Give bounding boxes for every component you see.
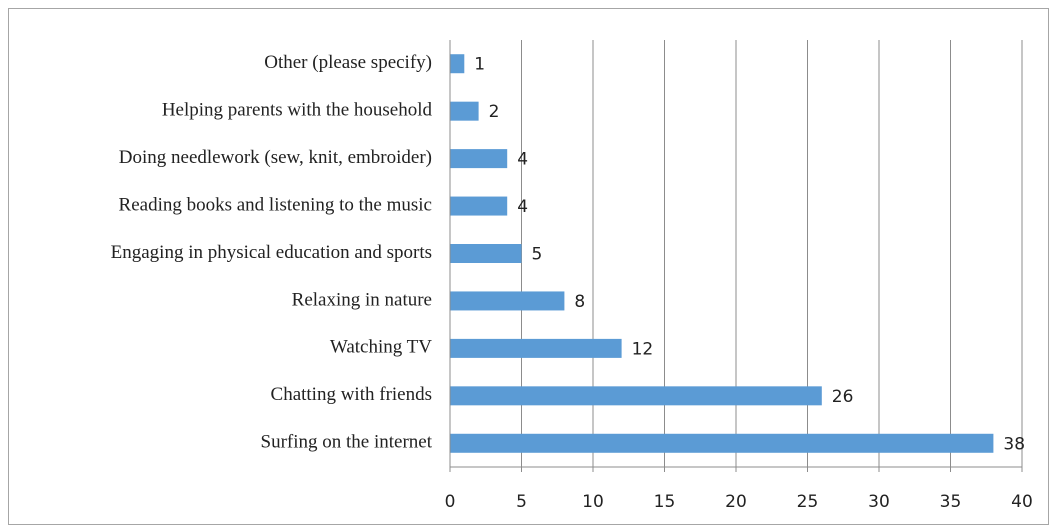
y-tick-label: Watching TV: [330, 337, 432, 358]
y-tick-label: Chatting with friends: [271, 384, 432, 405]
x-tick-label: 15: [654, 492, 676, 512]
y-tick-label: Doing needlework (sew, knit, embroider): [119, 147, 432, 168]
bar: [450, 386, 822, 406]
x-tick-label: 35: [940, 492, 962, 512]
data-label: 4: [517, 197, 528, 217]
x-tick-label: 10: [582, 492, 604, 512]
y-tick-label: Reading books and listening to the music: [119, 194, 432, 215]
bar: [450, 101, 479, 121]
data-label: 26: [832, 387, 854, 407]
data-label: 8: [574, 292, 585, 312]
x-tick-label: 0: [445, 492, 456, 512]
x-tick-label: 30: [868, 492, 890, 512]
y-tick-label: Other (please specify): [264, 52, 432, 73]
x-tick-label: 40: [1011, 492, 1033, 512]
x-tick-label: 25: [797, 492, 819, 512]
data-label: 2: [489, 102, 500, 122]
data-label: 12: [632, 339, 654, 359]
data-label: 38: [1003, 434, 1025, 454]
bar: [450, 149, 508, 169]
bar: [450, 244, 522, 263]
data-label: 5: [532, 245, 543, 265]
data-label: 1: [474, 55, 485, 75]
y-tick-label: Surfing on the internet: [261, 432, 433, 453]
bar: [450, 291, 565, 311]
bar: [450, 54, 465, 74]
bar: [450, 338, 622, 358]
data-label: 4: [517, 150, 528, 170]
y-tick-label: Helping parents with the household: [162, 100, 433, 121]
bar: [450, 433, 994, 453]
x-tick-label: 5: [516, 492, 527, 512]
y-tick-label: Relaxing in nature: [292, 289, 432, 310]
y-tick-label: Engaging in physical education and sport…: [111, 242, 432, 263]
x-tick-label: 20: [725, 492, 747, 512]
bar: [450, 196, 508, 216]
